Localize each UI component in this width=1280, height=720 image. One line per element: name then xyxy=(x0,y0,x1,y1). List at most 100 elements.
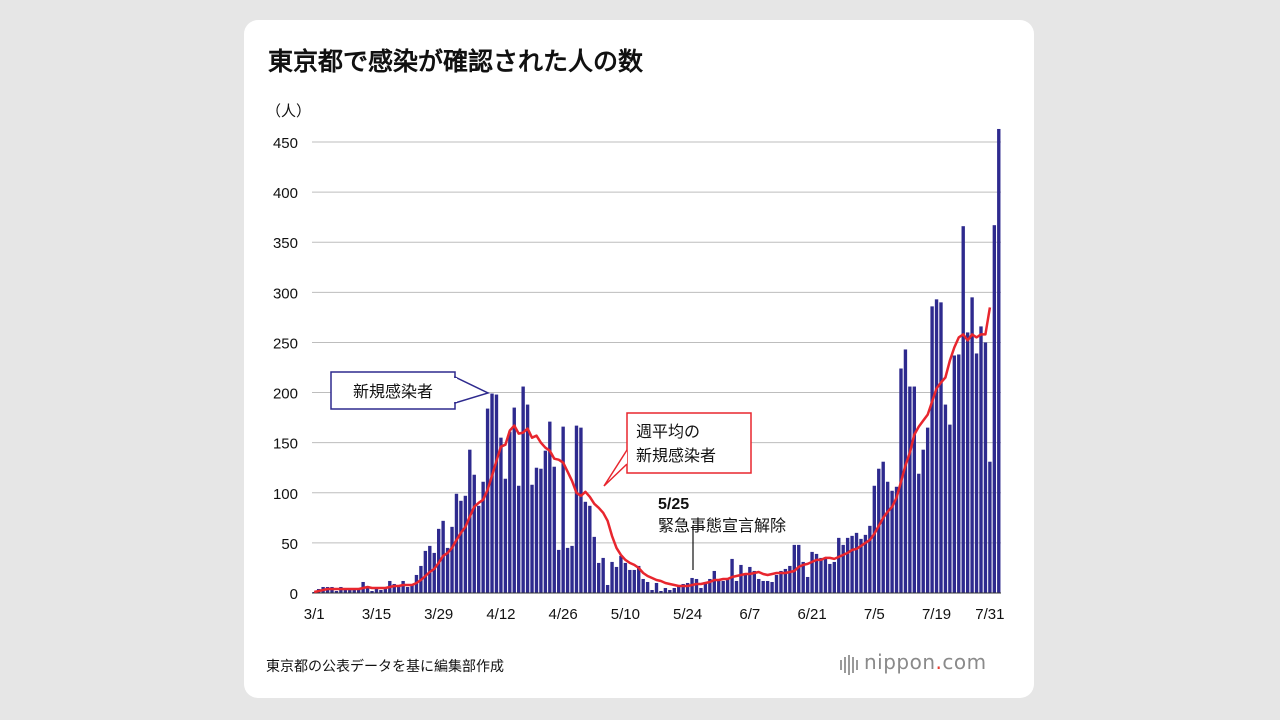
bar xyxy=(525,404,530,593)
bar xyxy=(708,578,712,593)
bar xyxy=(548,421,552,593)
x-tick-label: 3/1 xyxy=(304,606,325,623)
bar xyxy=(943,404,948,593)
bar xyxy=(530,484,534,593)
bar xyxy=(792,544,796,593)
bar xyxy=(743,573,748,593)
bar xyxy=(459,500,463,593)
chart-card: 東京都で感染が確認された人の数 （人） 0 50 100 150 200 250 300 35… xyxy=(244,20,1034,698)
x-tick-label: 7/31 xyxy=(975,606,1004,623)
bar xyxy=(748,566,752,593)
bar xyxy=(405,586,410,593)
bar xyxy=(334,590,339,593)
bar xyxy=(659,590,663,593)
bar xyxy=(828,563,832,593)
bar xyxy=(908,386,912,593)
bar xyxy=(717,579,721,593)
x-tick-label: 7/19 xyxy=(922,606,951,623)
bar xyxy=(454,493,459,593)
bar xyxy=(757,578,761,593)
x-tick-label: 4/12 xyxy=(486,606,515,623)
bar xyxy=(850,535,854,593)
source-note: 東京都の公表データを基に編集部作成 xyxy=(266,659,504,675)
y-tick-label: 450 xyxy=(273,135,298,152)
bar xyxy=(383,586,388,593)
bar xyxy=(557,549,561,593)
bar xyxy=(645,581,650,593)
bar xyxy=(810,551,814,593)
bar xyxy=(365,587,370,593)
bar xyxy=(770,581,774,593)
bar xyxy=(605,584,610,593)
bar xyxy=(610,561,614,593)
bar xyxy=(970,297,974,593)
bar xyxy=(774,574,779,593)
weekly-average-callout-pointer xyxy=(603,449,628,487)
bar xyxy=(677,584,681,593)
bar xyxy=(761,580,765,593)
bar xyxy=(788,565,792,593)
brand-suffix: com xyxy=(942,650,987,674)
bar xyxy=(854,532,859,593)
y-tick-label: 400 xyxy=(273,185,298,202)
bar xyxy=(481,481,485,593)
bar xyxy=(348,587,352,593)
chart-plot-area: 0 50 100 150 200 250 300 350 400 450 3/1 3/15 3/29 4/… xyxy=(273,128,1004,623)
bar xyxy=(370,590,374,593)
bar xyxy=(948,424,952,593)
bar xyxy=(903,349,908,593)
x-tick-label: 5/24 xyxy=(673,606,702,623)
bar xyxy=(352,589,356,593)
x-tick-label: 5/10 xyxy=(611,606,640,623)
bar xyxy=(614,566,619,593)
bar xyxy=(841,544,845,593)
bar xyxy=(552,466,556,593)
bar xyxy=(517,485,521,593)
bar xyxy=(797,544,801,593)
bar xyxy=(974,353,979,593)
bar xyxy=(619,555,623,593)
bar xyxy=(681,583,685,593)
bar xyxy=(374,586,379,593)
bar xyxy=(721,580,725,593)
x-tick-label: 3/15 xyxy=(362,606,391,623)
bar xyxy=(988,461,992,593)
bar xyxy=(410,584,414,593)
bar xyxy=(445,547,450,593)
bar xyxy=(783,568,788,593)
bar xyxy=(477,505,481,593)
bar xyxy=(983,342,988,593)
chart-title: 東京都で感染が確認された人の数 xyxy=(268,47,644,76)
bar xyxy=(694,578,699,593)
bar xyxy=(512,407,516,593)
bar xyxy=(601,557,605,593)
bar xyxy=(877,468,881,593)
bar xyxy=(894,486,899,593)
bar xyxy=(725,577,730,593)
y-axis-unit-label: （人） xyxy=(266,102,312,120)
bar xyxy=(583,501,588,593)
bar xyxy=(637,565,641,593)
bar xyxy=(597,562,601,593)
bar xyxy=(641,578,645,593)
bar xyxy=(925,427,930,593)
bar xyxy=(930,306,934,593)
bar xyxy=(499,437,503,593)
bar xyxy=(570,545,574,593)
bar xyxy=(392,583,396,593)
brand-bars-icon xyxy=(840,652,860,676)
bar xyxy=(939,302,943,593)
emergency-lifted-label: 緊急事態宣言解除 xyxy=(658,516,786,535)
bar xyxy=(957,354,961,593)
bar xyxy=(650,589,654,593)
y-tick-label: 50 xyxy=(281,536,298,553)
bar xyxy=(734,580,739,593)
bar xyxy=(965,332,970,593)
bar xyxy=(574,425,579,593)
y-tick-label: 0 xyxy=(290,586,298,603)
bar xyxy=(672,587,676,593)
bar xyxy=(952,355,957,593)
bar xyxy=(468,449,472,593)
brand-dot: . xyxy=(935,650,943,674)
bar xyxy=(699,587,703,593)
